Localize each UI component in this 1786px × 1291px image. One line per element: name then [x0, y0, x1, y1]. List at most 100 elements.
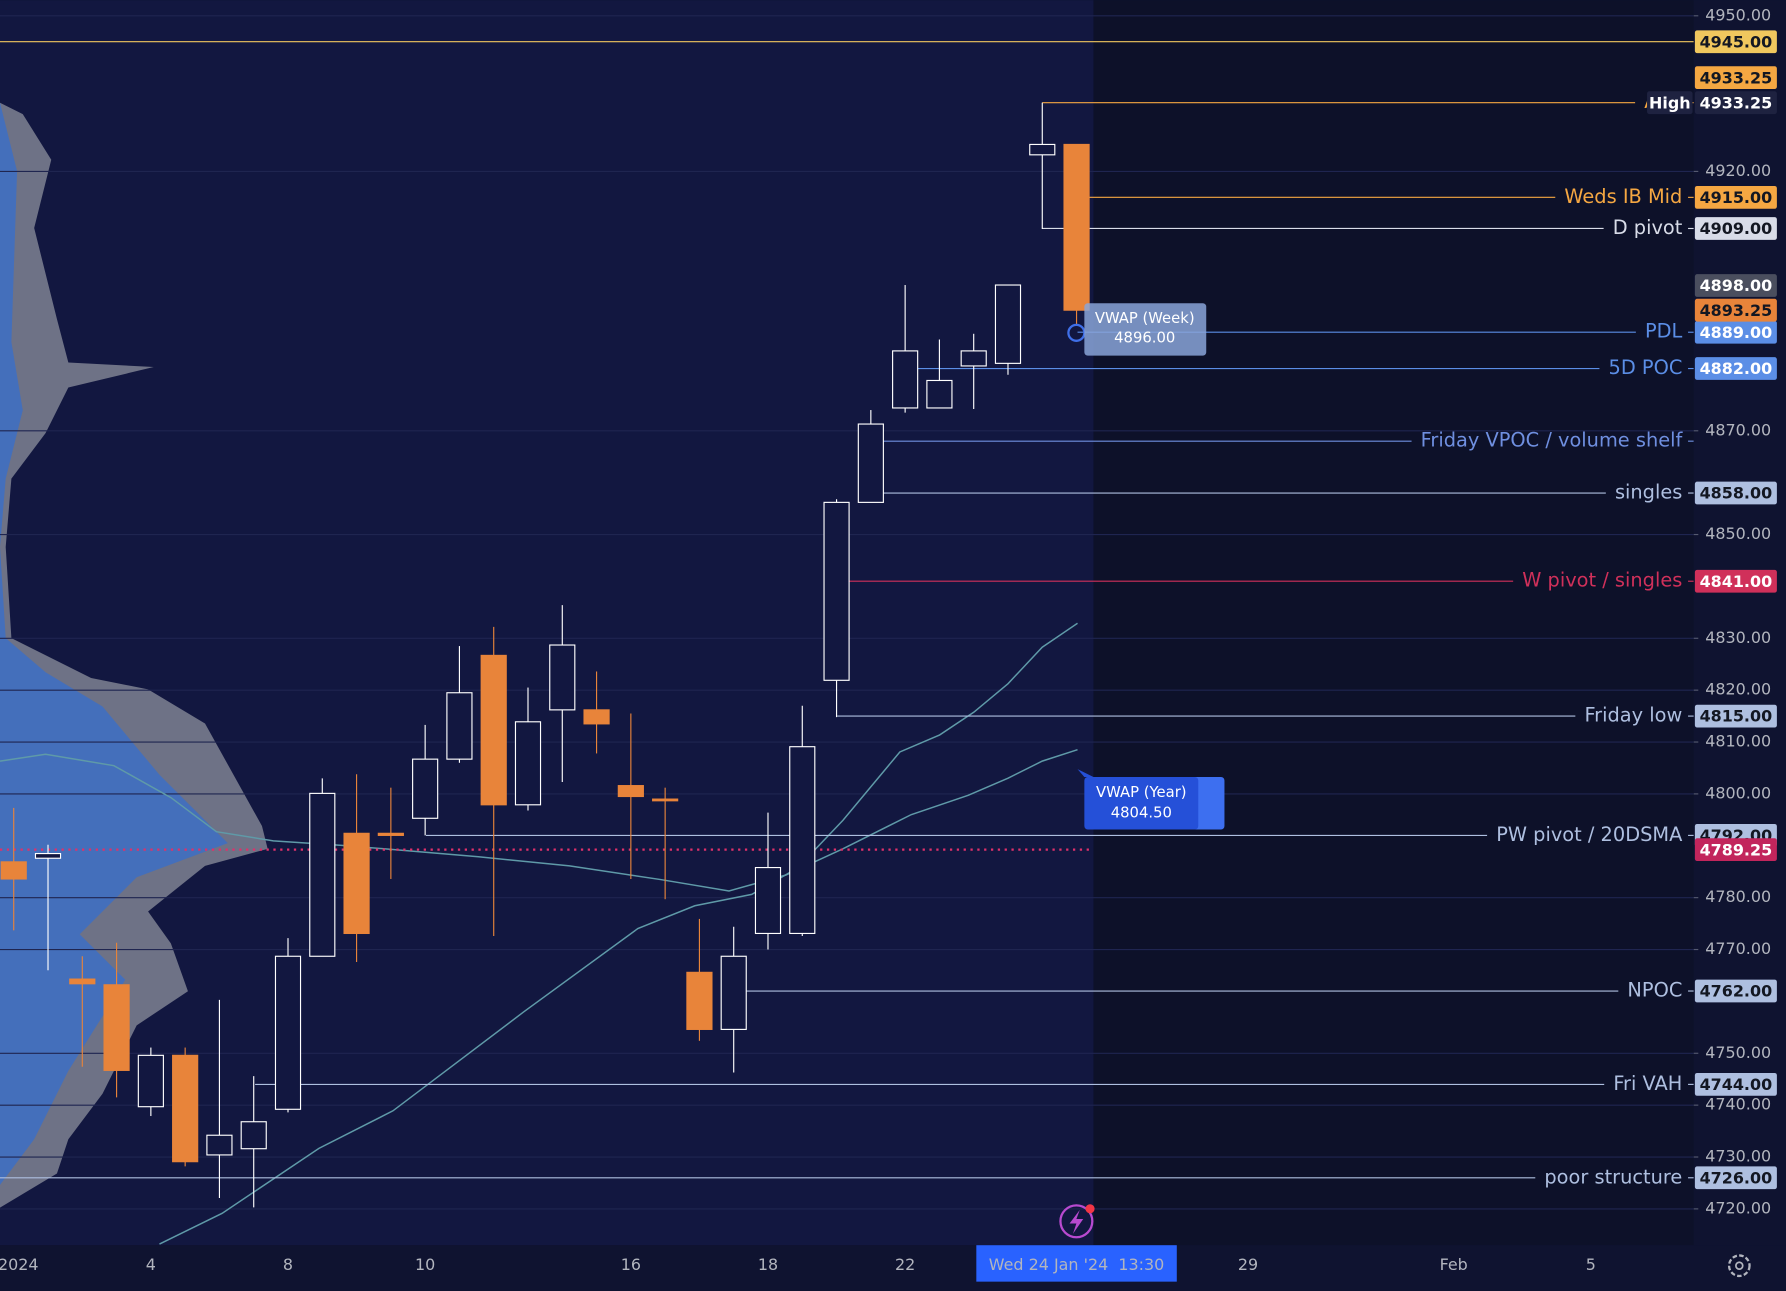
y-tick-label: 4870.00: [1705, 420, 1771, 439]
y-tick-label: 4800.00: [1705, 783, 1771, 802]
candle-body: [240, 1121, 267, 1150]
candle-body: [994, 284, 1022, 364]
level-label: poor structure: [1544, 1165, 1682, 1188]
crosshair-time-label: Wed 24 Jan '24 13:30: [989, 1255, 1165, 1274]
price-badge: [1694, 30, 1777, 54]
price-badge: [1694, 357, 1777, 380]
candle-body: [69, 978, 96, 985]
price-badge: [1694, 1166, 1777, 1190]
y-tick-label: 4810.00: [1705, 732, 1771, 751]
candle-body: [789, 746, 816, 935]
price-badge: [1694, 979, 1777, 1003]
bolt[interactable]: [1069, 1209, 1084, 1234]
price-badge: [1694, 481, 1777, 505]
high-tag-label: High: [1649, 93, 1691, 112]
candle-body: [103, 984, 130, 1071]
candle-body: [1029, 143, 1056, 156]
price-badge: [1694, 320, 1777, 344]
candle-body: [926, 379, 953, 409]
price-badge-label: 4945.00: [1700, 32, 1773, 51]
level-label: PW pivot / 20DSMA: [1496, 823, 1683, 846]
price-badge: [1694, 274, 1777, 297]
crosshair-time-box: [976, 1245, 1177, 1282]
vwap-year-value: 4804.50: [1111, 805, 1172, 822]
alert-icon[interactable]: [1059, 1204, 1095, 1239]
gear[interactable]: [1727, 1254, 1751, 1278]
candle-body: [137, 1054, 164, 1108]
x-tick-label: 16: [621, 1255, 641, 1274]
level-label: NPOC: [1627, 979, 1682, 1002]
x-tick-label: 18: [758, 1255, 778, 1274]
high-tag: [1647, 91, 1693, 115]
candle-body: [446, 692, 473, 760]
level-label: 5D POC: [1609, 356, 1683, 379]
price-badge-label: 4815.00: [1700, 707, 1773, 726]
candle-body: [823, 501, 850, 681]
candle-body: [514, 721, 542, 806]
candle-body: [343, 832, 370, 935]
profile-inner: [0, 102, 228, 1185]
price-badge-label: 4789.25: [1700, 840, 1773, 859]
candle-body: [206, 1134, 233, 1156]
y-tick-label: 4950.00: [1705, 5, 1771, 24]
candle-body: [583, 709, 610, 725]
price-badge: [1694, 298, 1777, 322]
x-tick-label: 2024: [0, 1255, 39, 1274]
price-badge-label: 4858.00: [1700, 484, 1773, 503]
level-label: Friday VPOC / volume shelf: [1421, 429, 1684, 452]
price-badge-label: 4893.25: [1700, 301, 1773, 320]
candle-body: [1063, 143, 1090, 311]
level-label: PDL: [1645, 320, 1683, 343]
level-label: Fri VAH: [1613, 1072, 1682, 1095]
volume-profile: [0, 102, 268, 1208]
price-badge-label: 4841.00: [1700, 572, 1773, 591]
candle-body: [172, 1054, 199, 1163]
price-badge: [1694, 91, 1777, 115]
price-badge-label: 4744.00: [1700, 1075, 1773, 1094]
level-label: W pivot / singles: [1522, 569, 1682, 592]
y-tick-label: 4720.00: [1705, 1198, 1771, 1217]
level-label: Weds IB Mid: [1564, 185, 1682, 208]
y-tick-label: 4750.00: [1705, 1043, 1771, 1062]
candle-body: [720, 955, 747, 1030]
gear-hub[interactable]: [1735, 1261, 1744, 1270]
vwap-year-box: [1084, 777, 1199, 830]
future-area: [1093, 0, 1694, 1246]
x-tick-label: 22: [895, 1255, 915, 1274]
candle-body: [34, 852, 62, 859]
vwap-line: [0, 749, 1078, 892]
price-badge: [1694, 217, 1777, 240]
price-badge-label: 4915.00: [1700, 188, 1773, 207]
candle-body: [274, 955, 302, 1110]
price-badge-label: 4933.25: [1700, 93, 1773, 112]
price-badge: [1694, 1073, 1777, 1096]
candle-body: [480, 654, 507, 806]
x-tick-label: 4: [146, 1255, 156, 1274]
y-tick-label: 4920.00: [1705, 161, 1771, 180]
candle-body: [0, 861, 27, 880]
candle-body: [617, 785, 644, 798]
y-tick-label: 4740.00: [1705, 1095, 1771, 1114]
y-tick-label: 4780.00: [1705, 887, 1771, 906]
vwap-week-name: VWAP (Week): [1095, 310, 1195, 327]
vwap-week-box: [1084, 303, 1207, 356]
settings-icon[interactable]: [1727, 1254, 1751, 1278]
candle-body: [412, 758, 439, 819]
price-badge: [1694, 569, 1777, 593]
x-tick-label: 10: [415, 1255, 435, 1274]
candle-body: [754, 866, 782, 935]
alert-ring[interactable]: [1059, 1204, 1094, 1239]
level-label: D pivot: [1613, 216, 1683, 239]
candle-body: [309, 792, 336, 957]
candle-body: [549, 644, 576, 711]
time-axis: [0, 1245, 1786, 1291]
session-area: [0, 0, 1094, 1246]
vwap-week-value: 4896.00: [1114, 330, 1175, 347]
vwap-year-pointer: [1077, 769, 1094, 778]
axes: 4720.00 4730.00 4740.00 4750.00 4770.00 4780.…: [0, 5, 1777, 1282]
candle-body: [377, 832, 404, 836]
candle-body: [857, 423, 884, 503]
y-tick-label: 4830.00: [1705, 628, 1771, 647]
x-tick-label: Feb: [1440, 1255, 1468, 1274]
